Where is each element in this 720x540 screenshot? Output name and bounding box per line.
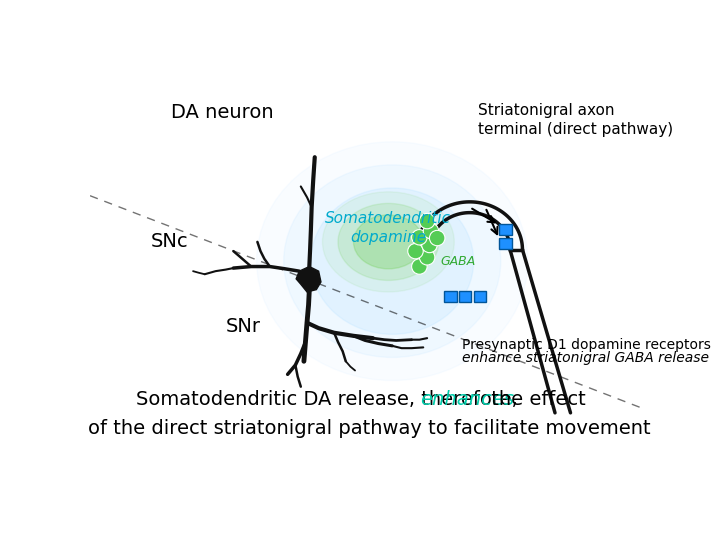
Text: SNr: SNr — [225, 317, 261, 336]
Text: Striatonigral axon
terminal (direct pathway): Striatonigral axon terminal (direct path… — [477, 103, 672, 137]
Circle shape — [423, 224, 438, 239]
Circle shape — [419, 213, 435, 229]
Text: Somatodendritic
dopamine: Somatodendritic dopamine — [325, 211, 451, 245]
Text: enhance striatonigral GABA release: enhance striatonigral GABA release — [462, 351, 709, 365]
Ellipse shape — [256, 142, 528, 381]
Polygon shape — [296, 267, 321, 292]
Text: GABA: GABA — [441, 255, 475, 268]
Text: enhances: enhances — [420, 390, 514, 409]
FancyBboxPatch shape — [444, 291, 456, 302]
Ellipse shape — [284, 165, 500, 357]
FancyBboxPatch shape — [499, 238, 512, 249]
Ellipse shape — [311, 188, 474, 334]
Ellipse shape — [323, 192, 454, 292]
Circle shape — [429, 231, 445, 246]
Text: Somatodendritic DA release, therefore,: Somatodendritic DA release, therefore, — [137, 390, 524, 409]
Circle shape — [412, 259, 427, 274]
Circle shape — [419, 249, 435, 265]
Text: DA neuron: DA neuron — [171, 103, 274, 122]
Circle shape — [422, 237, 437, 253]
Circle shape — [408, 244, 423, 259]
Ellipse shape — [338, 204, 438, 280]
FancyBboxPatch shape — [474, 291, 486, 302]
Text: SNc: SNc — [150, 232, 188, 252]
FancyBboxPatch shape — [499, 224, 512, 235]
Circle shape — [412, 230, 427, 245]
Ellipse shape — [354, 215, 423, 269]
Text: Presynaptic D1 dopamine receptors: Presynaptic D1 dopamine receptors — [462, 338, 711, 352]
Text: the effect: the effect — [485, 390, 586, 409]
FancyBboxPatch shape — [459, 291, 472, 302]
Text: of the direct striatonigral pathway to facilitate movement: of the direct striatonigral pathway to f… — [88, 418, 650, 438]
